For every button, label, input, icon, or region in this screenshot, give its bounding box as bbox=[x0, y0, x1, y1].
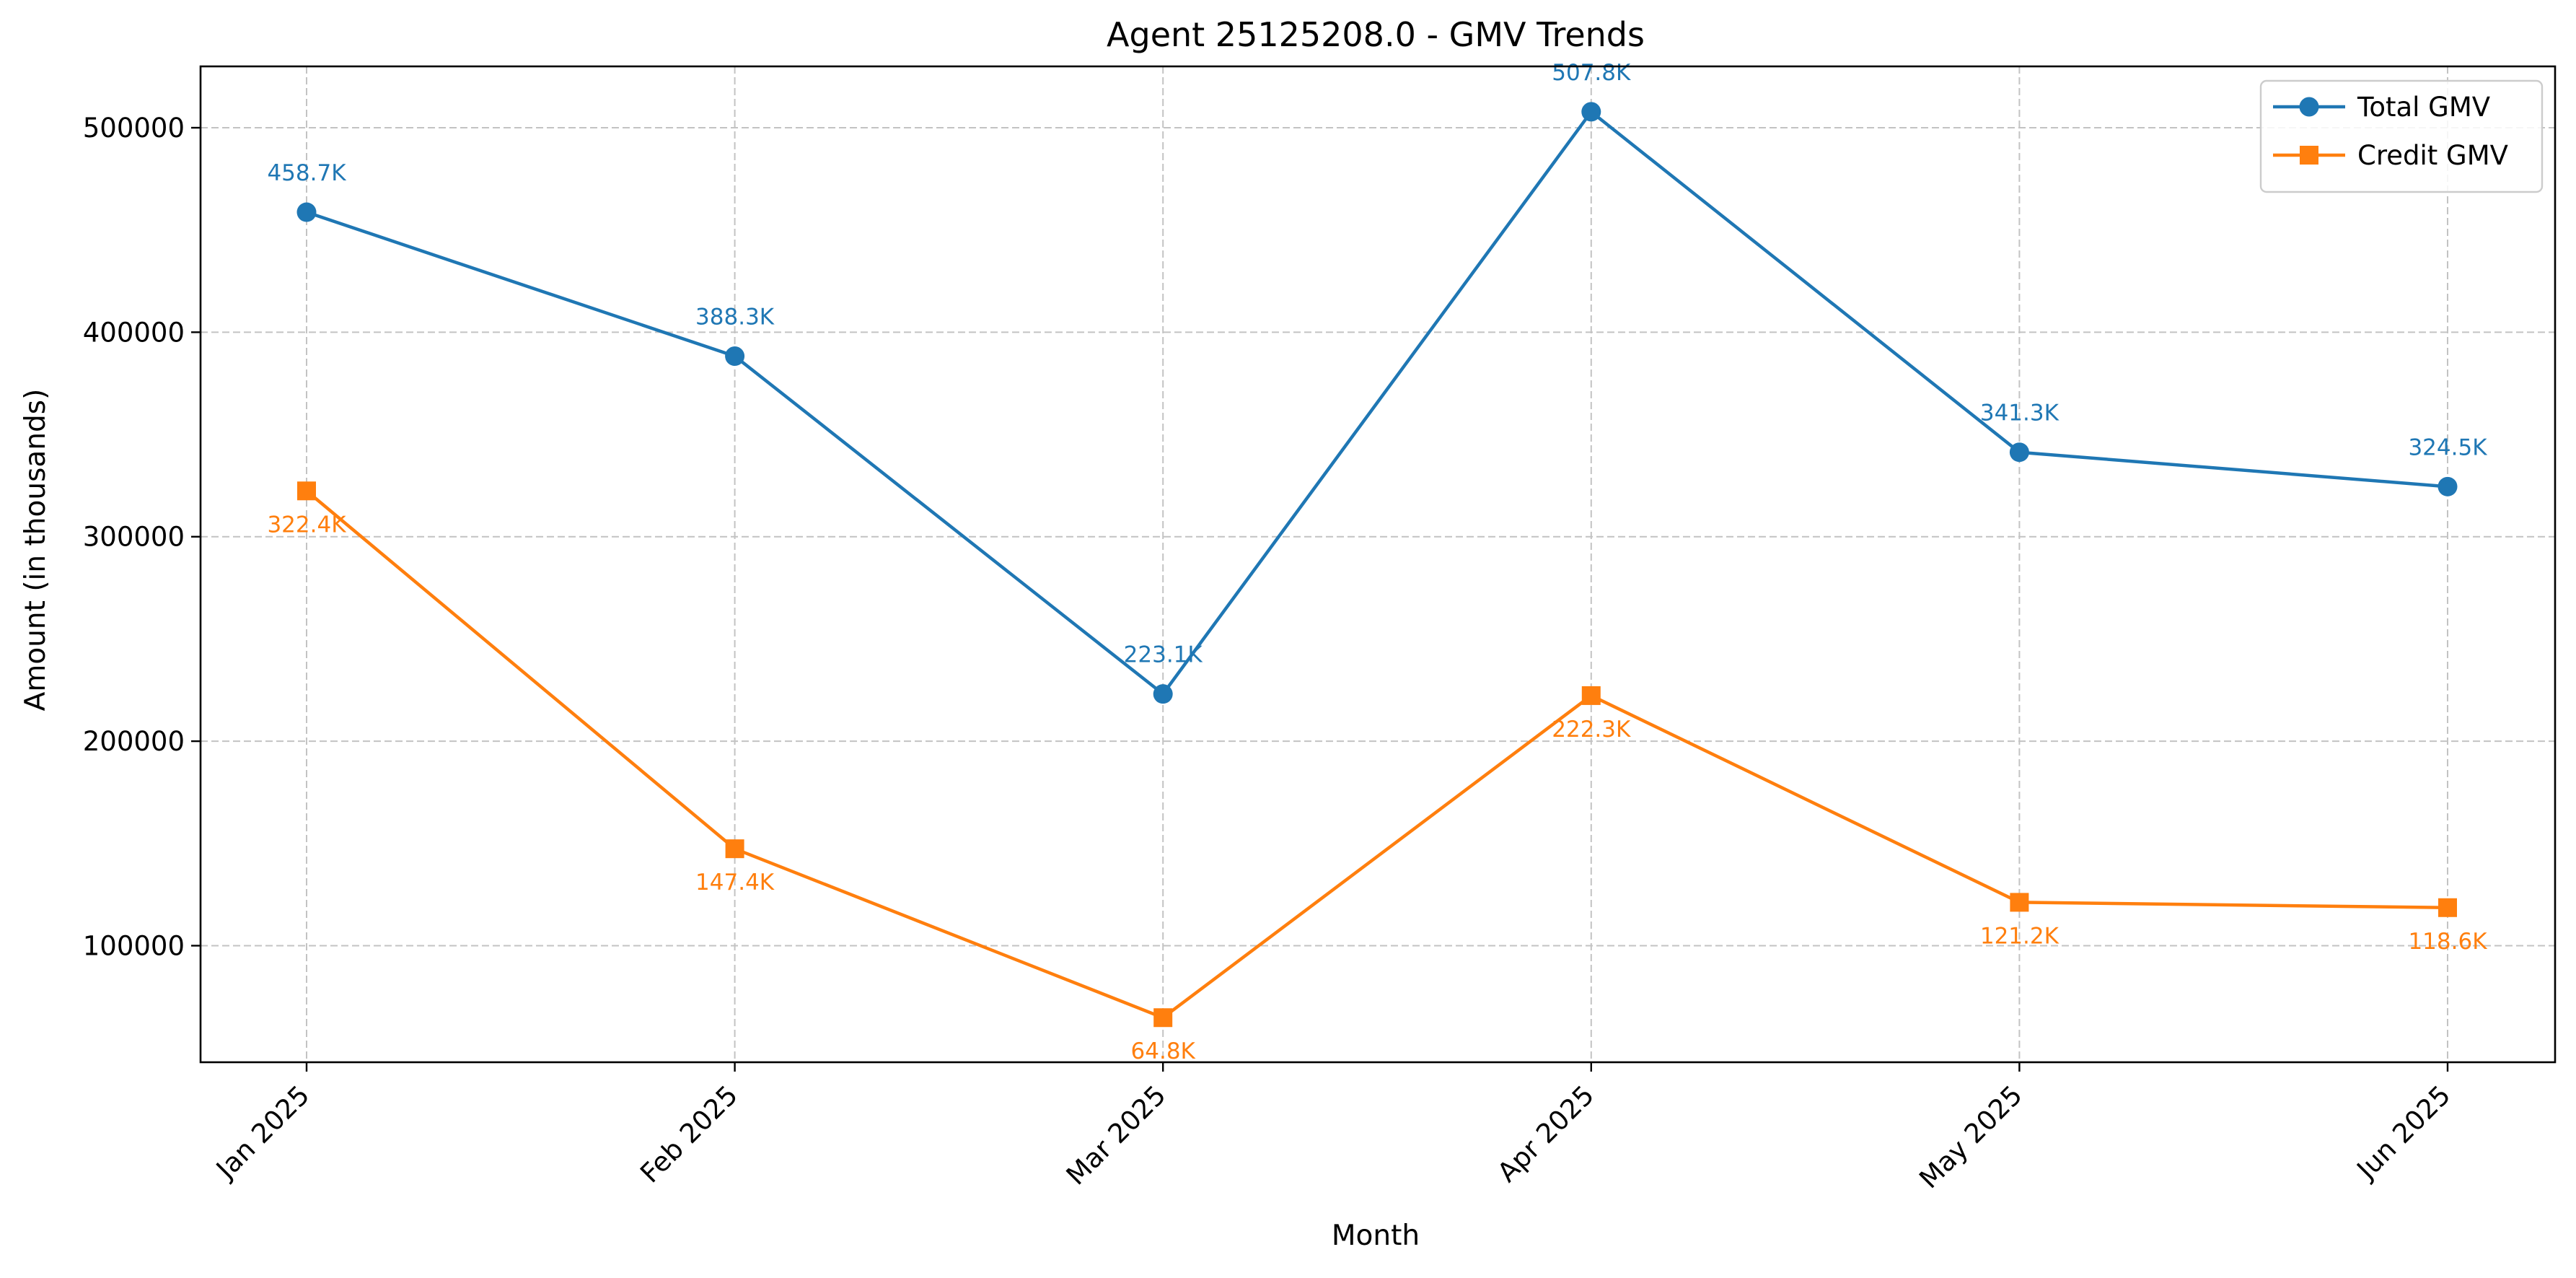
credit-gmv-data-label: 147.4K bbox=[695, 870, 775, 896]
total-gmv-data-label: 341.3K bbox=[1980, 401, 2060, 426]
total-gmv-marker bbox=[296, 202, 317, 222]
total-gmv-marker bbox=[2437, 476, 2458, 496]
y-tick-label: 500000 bbox=[83, 113, 185, 144]
y-tick-label: 100000 bbox=[83, 930, 185, 961]
legend: Total GMV Credit GMV bbox=[2259, 79, 2544, 193]
credit-gmv-marker bbox=[2010, 893, 2029, 912]
credit-gmv-marker bbox=[1581, 686, 1601, 705]
chart-title: Agent 25125208.0 - GMV Trends bbox=[1107, 15, 1645, 54]
grid bbox=[201, 66, 2555, 1062]
y-tick-label: 200000 bbox=[83, 726, 185, 757]
credit-gmv-marker bbox=[2438, 898, 2457, 917]
y-tick-label: 300000 bbox=[83, 522, 185, 553]
total-gmv-data-label: 507.8K bbox=[1552, 60, 1631, 86]
total-gmv-marker bbox=[1581, 102, 1601, 122]
credit-gmv-data-label: 222.3K bbox=[1552, 717, 1631, 743]
y-axis-title: Amount (in thousands) bbox=[19, 389, 52, 712]
total-gmv-data-label: 458.7K bbox=[267, 160, 346, 186]
credit-gmv-data-label: 118.6K bbox=[2408, 929, 2487, 955]
credit-gmv-marker bbox=[725, 839, 744, 859]
credit-gmv-data-label: 322.4K bbox=[267, 512, 346, 538]
legend-total-gmv-marker bbox=[2299, 97, 2319, 117]
credit-gmv-marker bbox=[1153, 1008, 1173, 1028]
credit-gmv-line bbox=[305, 489, 2448, 1020]
total-gmv-line bbox=[306, 110, 2448, 696]
credit-gmv-marker bbox=[297, 481, 316, 501]
credit-gmv-data-label: 121.2K bbox=[1980, 923, 2060, 949]
credit-gmv-data-label: 64.8K bbox=[1131, 1038, 1196, 1064]
legend-credit-gmv-marker bbox=[2300, 146, 2318, 165]
legend-box bbox=[2259, 79, 2544, 193]
total-gmv-marker bbox=[725, 346, 745, 367]
y-tick-label: 400000 bbox=[83, 317, 185, 348]
total-gmv-data-label: 223.1K bbox=[1124, 642, 1203, 668]
total-gmv-data-label: 388.3K bbox=[695, 305, 775, 331]
series-layer bbox=[296, 102, 2458, 1028]
legend-credit-gmv-label: Credit GMV bbox=[2357, 140, 2508, 171]
total-gmv-data-label: 324.5K bbox=[2408, 434, 2487, 460]
x-axis-title: Month bbox=[1332, 1220, 1420, 1252]
total-gmv-marker bbox=[1153, 684, 1173, 704]
total-gmv-marker bbox=[2009, 442, 2029, 463]
plot-frame bbox=[199, 65, 2557, 1064]
legend-total-gmv-label: Total GMV bbox=[2357, 92, 2490, 123]
data-labels: 458.7K 388.3K 223.1K 507.8K 341.3K 324.5K 322.… bbox=[267, 60, 2487, 1064]
